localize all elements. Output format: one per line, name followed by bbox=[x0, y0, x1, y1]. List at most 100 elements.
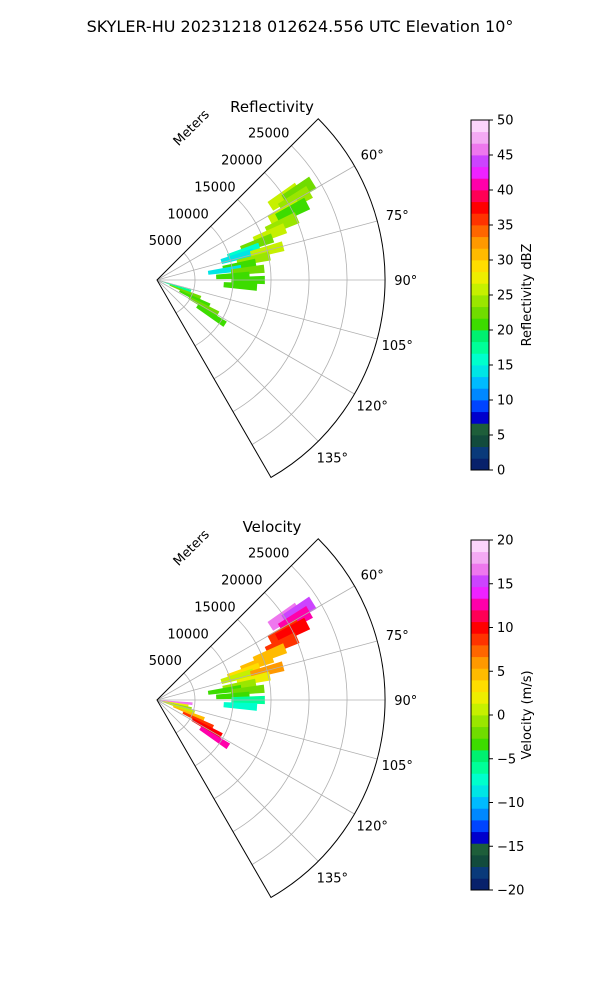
colorbar-swatch bbox=[471, 621, 489, 634]
radar-echo-cell bbox=[159, 280, 192, 293]
range-tick-label: 5000 bbox=[149, 234, 182, 249]
azimuth-gridline bbox=[156, 699, 378, 760]
colorbar-swatch bbox=[471, 271, 489, 284]
radar-echo-cell bbox=[220, 248, 255, 265]
colorbar-swatch bbox=[471, 668, 489, 681]
velocity-colorbar: −20 −15 −10 −5 0 5 10 15 20 Velocity (m/s) bbox=[470, 534, 535, 899]
azimuth-gridline bbox=[156, 279, 355, 395]
azimuth-gridline bbox=[156, 699, 355, 815]
azimuth-gridline bbox=[156, 220, 378, 281]
colorbar-swatch bbox=[471, 248, 489, 261]
radar-echo-cell bbox=[207, 264, 242, 275]
radar-echo-cell bbox=[220, 668, 255, 685]
radar-echo-cell bbox=[172, 705, 205, 721]
reflectivity-colorbar: 0 5 10 15 20 25 30 35 40 45 50 Reflectivity dBZ bbox=[470, 114, 535, 479]
azimuth-tick-label: 135° bbox=[317, 871, 348, 886]
range-ring bbox=[194, 225, 234, 347]
colorbar-swatch bbox=[471, 283, 489, 296]
azimuth-gridline bbox=[156, 585, 355, 701]
azimuth-gridline bbox=[156, 279, 378, 340]
range-tick-label: 20000 bbox=[221, 154, 262, 169]
panel-title: Reflectivity bbox=[230, 98, 314, 116]
radar-echo-cell bbox=[223, 702, 258, 711]
colorbar-swatch bbox=[471, 330, 489, 343]
colorbar-swatch bbox=[471, 143, 489, 156]
colorbar-swatch bbox=[471, 213, 489, 226]
colorbar-swatch bbox=[471, 750, 489, 763]
range-tick-label: 25000 bbox=[248, 547, 289, 562]
colorbar-swatch bbox=[471, 866, 489, 879]
colorbar-swatch bbox=[471, 131, 489, 144]
azimuth-tick-label: 75° bbox=[386, 629, 409, 644]
colorbar-swatch bbox=[471, 540, 489, 553]
azimuth-tick-label: 90° bbox=[394, 274, 417, 289]
azimuth-gridline bbox=[156, 699, 319, 862]
sector-frame bbox=[156, 538, 386, 899]
range-tick-label: 20000 bbox=[221, 574, 262, 589]
colorbar-swatch bbox=[471, 715, 489, 728]
colorbar-swatch bbox=[471, 225, 489, 238]
range-axis-label: Meters bbox=[171, 527, 213, 569]
colorbar-tick-label: 45 bbox=[497, 149, 514, 164]
colorbar-tick-label: 10 bbox=[497, 621, 514, 636]
colorbar-swatch bbox=[471, 598, 489, 611]
colorbar-tick-label: 20 bbox=[497, 324, 514, 339]
azimuth-gridline bbox=[156, 279, 319, 442]
colorbar-swatch bbox=[471, 166, 489, 179]
colorbar-swatch bbox=[471, 691, 489, 704]
colorbar-swatch bbox=[471, 551, 489, 564]
colorbar-swatch bbox=[471, 633, 489, 646]
radar-echo-cell bbox=[196, 304, 227, 327]
azimuth-tick-label: 105° bbox=[382, 759, 413, 774]
range-ring bbox=[175, 672, 196, 734]
colorbar-tick-label: −5 bbox=[497, 752, 516, 767]
colorbar-tick-label: 10 bbox=[497, 394, 514, 409]
colorbar-swatch bbox=[471, 388, 489, 401]
colorbar-swatch bbox=[471, 680, 489, 693]
colorbar-swatch bbox=[471, 855, 489, 868]
range-ring bbox=[251, 565, 348, 865]
colorbar-swatch bbox=[471, 155, 489, 168]
colorbar-swatch bbox=[471, 435, 489, 448]
colorbar-swatch bbox=[471, 365, 489, 378]
colorbar-tick-label: 15 bbox=[497, 577, 514, 592]
colorbar-tick-label: 20 bbox=[497, 534, 514, 549]
range-tick-label: 25000 bbox=[248, 127, 289, 142]
azimuth-gridline bbox=[156, 165, 355, 281]
colorbar-swatch bbox=[471, 761, 489, 774]
colorbar-swatch bbox=[471, 586, 489, 599]
colorbar-swatch bbox=[471, 341, 489, 354]
colorbar-tick-label: 15 bbox=[497, 359, 514, 374]
colorbar-tick-label: 40 bbox=[497, 184, 514, 199]
azimuth-tick-label: 120° bbox=[357, 819, 388, 834]
range-ring bbox=[175, 252, 196, 314]
colorbar-tick-label: 25 bbox=[497, 289, 514, 304]
range-tick-label: 10000 bbox=[167, 207, 208, 222]
colorbar-swatch bbox=[471, 773, 489, 786]
colorbar-swatch bbox=[471, 353, 489, 366]
colorbar-swatch bbox=[471, 575, 489, 588]
colorbar-swatch bbox=[471, 878, 489, 891]
colorbar-swatch bbox=[471, 318, 489, 331]
colorbar-tick-label: 5 bbox=[497, 665, 505, 680]
colorbar-swatch bbox=[471, 703, 489, 716]
colorbar-swatch bbox=[471, 808, 489, 821]
radar-echo-cell bbox=[162, 701, 196, 714]
colorbar-swatch bbox=[471, 190, 489, 203]
colorbar-swatch bbox=[471, 645, 489, 658]
colorbar-swatch bbox=[471, 423, 489, 436]
panel-title: Velocity bbox=[243, 518, 302, 536]
range-tick-label: 5000 bbox=[149, 654, 182, 669]
colorbar-label: Velocity (m/s) bbox=[520, 670, 535, 759]
colorbar-tick-label: −20 bbox=[497, 884, 524, 899]
colorbar-swatch bbox=[471, 411, 489, 424]
velocity-panel: 60° 75° 90° 105° 120° 135° 5000 10000 15000 20000… bbox=[149, 518, 417, 899]
colorbar-swatch bbox=[471, 458, 489, 471]
figure-suptitle: SKYLER-HU 20231218 012624.556 UTC Elevat… bbox=[87, 17, 514, 36]
colorbar-swatch bbox=[471, 236, 489, 249]
colorbar-swatch bbox=[471, 178, 489, 191]
radar-echo-cell bbox=[207, 684, 242, 695]
colorbar-swatch bbox=[471, 260, 489, 273]
range-ring bbox=[251, 145, 348, 445]
colorbar-swatch bbox=[471, 563, 489, 576]
